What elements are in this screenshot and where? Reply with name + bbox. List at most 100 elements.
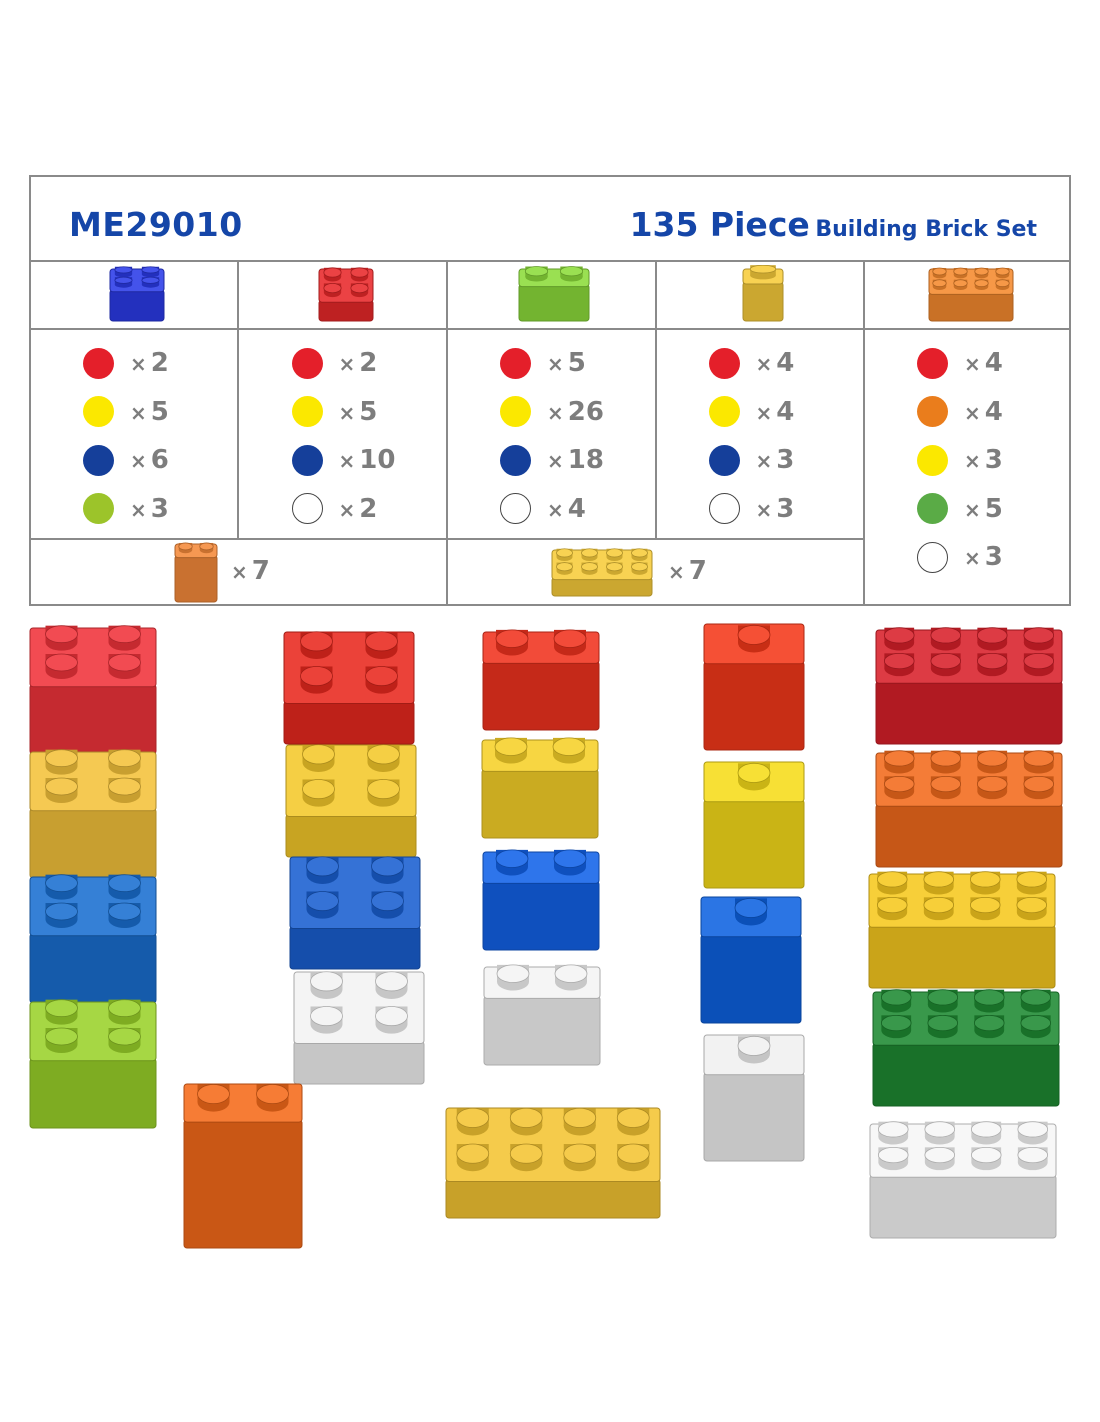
divider [237, 260, 239, 540]
blue-color-dot [500, 444, 531, 476]
brick-type-icon [318, 267, 373, 322]
flat-brick-icon [551, 548, 653, 597]
brick [29, 749, 157, 879]
blue-color-dot [83, 444, 114, 476]
red-color-dot [917, 347, 948, 379]
count-label: × 2 [338, 493, 378, 524]
brick [483, 964, 601, 1066]
count-label: × 3 [130, 493, 169, 524]
color-count-item: × 5 [917, 485, 1003, 534]
brick [703, 761, 805, 889]
count-label: × 6 [130, 445, 169, 476]
count-label: × 2 [338, 348, 378, 379]
brick-type-icon [109, 266, 165, 322]
color-count-item: × 3 [83, 485, 169, 534]
divider [655, 260, 657, 540]
count-label: × 3 [755, 445, 795, 476]
count-label: × 26 [547, 396, 604, 427]
tall-brick-icon [174, 542, 218, 603]
white-color-dot [708, 493, 740, 525]
color-count-item: × 5 [500, 339, 604, 388]
brick-type-icon [518, 266, 590, 322]
color-count-item: × 5 [291, 388, 396, 437]
brick [29, 874, 157, 1004]
blue-color-dot [708, 444, 740, 476]
count-label: × 4 [964, 396, 1003, 427]
color-count-item: × 2 [291, 485, 396, 534]
color-count-item: × 26 [500, 388, 604, 437]
brick [29, 625, 157, 755]
color-count-item: × 4 [917, 339, 1003, 388]
brick [742, 265, 783, 322]
divider [446, 260, 448, 606]
color-count-item: × 3 [917, 436, 1003, 485]
brick [518, 266, 590, 322]
count-label: × 4 [547, 493, 586, 524]
count-label: × 7 [668, 556, 707, 586]
brick [703, 623, 805, 751]
contents-table: ME29010 135 Piece Building Brick Set × 2 ×… [29, 175, 1071, 606]
brick [445, 1107, 661, 1219]
color-count-item: × 2 [291, 339, 396, 388]
brick [869, 1121, 1057, 1239]
brick-type-icon [742, 265, 783, 322]
color-count-item: × 18 [500, 436, 604, 485]
brick [482, 849, 600, 951]
count-label: × 18 [547, 445, 604, 476]
divider [31, 260, 1069, 262]
color-count-list: × 4 × 4 × 3 × 5 × 3 [917, 339, 1003, 582]
brick [872, 989, 1060, 1107]
divider [31, 328, 1069, 330]
white-color-dot [291, 493, 323, 525]
brick-type-icon [928, 267, 1014, 322]
count-label: × 7 [231, 556, 270, 586]
red-color-dot [291, 347, 323, 379]
count-label: × 5 [130, 396, 169, 427]
count-label: × 5 [547, 348, 586, 379]
color-count-list: × 2 × 5 × 6 × 3 [83, 339, 169, 533]
yellow-color-dot [500, 396, 531, 428]
color-count-list: × 5 × 26 × 18 × 4 [500, 339, 604, 533]
brick [928, 267, 1014, 322]
yellow-color-dot [291, 396, 323, 428]
yellow-color-dot [708, 396, 740, 428]
model-number: ME29010 [69, 205, 243, 244]
count-label: × 4 [964, 348, 1003, 379]
brick [318, 267, 373, 322]
extra-tall-brick-cell: × 7 [31, 540, 446, 606]
color-count-list: × 2 × 5 × 10 × 2 [291, 339, 396, 534]
blue-color-dot [291, 444, 323, 476]
color-count-item: × 4 [917, 388, 1003, 437]
count-label: × 10 [338, 445, 396, 476]
yellow-color-dot [83, 396, 114, 428]
brick [875, 750, 1063, 868]
brick [700, 896, 802, 1024]
brick [293, 971, 425, 1085]
brick [29, 999, 157, 1129]
brick [289, 856, 421, 970]
set-title: 135 Piece Building Brick Set [630, 205, 1037, 244]
color-count-item: × 3 [708, 436, 795, 485]
red-color-dot [708, 347, 740, 379]
color-count-item: × 4 [708, 388, 795, 437]
extra-flat-brick-cell: × 7 [448, 540, 863, 606]
brick [285, 744, 417, 858]
brick [482, 629, 600, 731]
brick [283, 631, 415, 745]
brick [481, 737, 599, 839]
piece-count-title: 135 Piece [629, 205, 810, 244]
green-color-dot [917, 493, 948, 525]
brick [109, 266, 165, 322]
lime-color-dot [83, 493, 114, 525]
color-count-item: × 5 [83, 388, 169, 437]
count-label: × 4 [755, 396, 795, 427]
count-label: × 3 [964, 542, 1003, 573]
brick [875, 627, 1063, 745]
color-count-item: × 3 [708, 485, 794, 534]
brick [174, 542, 218, 603]
red-color-dot [500, 347, 531, 379]
orange-color-dot [917, 396, 948, 428]
brick [868, 871, 1056, 989]
color-count-item: × 6 [83, 436, 169, 485]
